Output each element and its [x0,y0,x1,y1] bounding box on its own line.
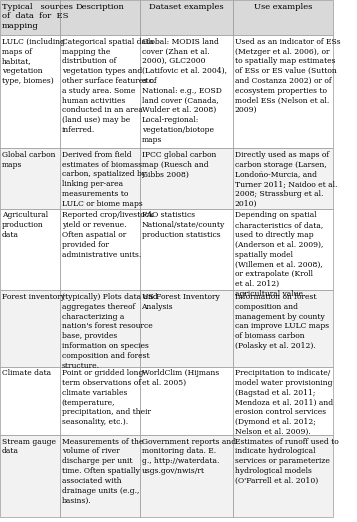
Text: Government reports and
monitoring data. E.
g., http://waterdata.
usgs.gov/nwis/r: Government reports and monitoring data. … [141,437,236,475]
Text: US Forest Inventory
Analysis: US Forest Inventory Analysis [141,293,219,311]
Text: Precipitation to indicate/
model water provisioning
(Bagstad et al. 2011;
Mendoz: Precipitation to indicate/ model water p… [235,369,333,436]
Bar [0,35,60,148]
Text: Measurements of the
volume of river
discharge per unit
time. Often spatially
ass: Measurements of the volume of river disc… [62,437,143,504]
Bar [0,366,60,435]
Bar [140,148,233,209]
Text: Forest inventory: Forest inventory [2,293,65,301]
Bar [0,209,60,290]
Bar [60,148,140,209]
Text: Derived from field
estimates of biomass
carbon, spatialized by
linking per-area
: Derived from field estimates of biomass … [62,151,146,208]
Bar [233,35,333,148]
Bar [140,435,233,517]
Bar [233,148,333,209]
Text: Global: MODIS land
cover (Zhan et al.
2000), GLC2000
(Latifovic et al. 2004),
et: Global: MODIS land cover (Zhan et al. 20… [141,38,227,144]
Bar [60,0,140,35]
Bar [0,148,60,209]
Text: Description: Description [75,3,124,10]
Bar [140,35,233,148]
Text: FAO statistics
National/state/county
production statistics: FAO statistics National/state/county pro… [141,211,225,239]
Bar [60,366,140,435]
Bar [60,435,140,517]
Text: Information on forest
composition and
management by county
can improve LULC maps: Information on forest composition and ma… [235,293,329,350]
Text: Dataset examples: Dataset examples [149,3,224,10]
Bar [140,366,233,435]
Bar [233,209,333,290]
Text: Typical   sources
of  data  for  ES
mapping: Typical sources of data for ES mapping [2,3,72,30]
Bar [233,435,333,517]
Text: Use examples: Use examples [254,3,312,10]
Bar [233,290,333,366]
Text: Point or gridded long-
term observations of
climate variables
(temperature,
prec: Point or gridded long- term observations… [62,369,151,426]
Text: (typically) Plots data and
aggregates thereof
characterizing a
nation's forest r: (typically) Plots data and aggregates th… [62,293,157,370]
Text: Depending on spatial
characteristics of data,
used to directly map
(Anderson et : Depending on spatial characteristics of … [235,211,323,298]
Bar [60,209,140,290]
Text: Agricultural
production
data: Agricultural production data [2,211,48,239]
Text: Reported crop/livestock
yield or revenue.
Often aspatial or
provided for
adminis: Reported crop/livestock yield or revenue… [62,211,153,258]
Bar [0,0,60,35]
Bar [140,0,233,35]
Text: IPCC global carbon
map (Ruesch and
Gibbs 2008): IPCC global carbon map (Ruesch and Gibbs… [141,151,216,179]
Text: LULC (including
maps of
habitat,
vegetation
type, biomes): LULC (including maps of habitat, vegetat… [2,38,65,85]
Bar [140,290,233,366]
Text: Climate data: Climate data [2,369,51,377]
Bar [233,366,333,435]
Bar [60,35,140,148]
Bar [60,290,140,366]
Bar [0,290,60,366]
Bar [140,209,233,290]
Text: Directly used as maps of
carbon storage (Larsen,
Londoño-Murcia, and
Turner 2011: Directly used as maps of carbon storage … [235,151,337,208]
Text: Global carbon
maps: Global carbon maps [2,151,55,169]
Text: Stream gauge
data: Stream gauge data [2,437,56,456]
Text: WorldClim (Hijmans
et al. 2005): WorldClim (Hijmans et al. 2005) [141,369,219,387]
Bar [233,0,333,35]
Text: Categorical spatial data
mapping the
distribution of
vegetation types and
other : Categorical spatial data mapping the dis… [62,38,156,134]
Text: Used as an indicator of ESs
(Metzger et al. 2006), or
to spatially map estimates: Used as an indicator of ESs (Metzger et … [235,38,340,114]
Text: Estimates of runoff used to
indicate hydrological
services or parameterize
hydro: Estimates of runoff used to indicate hyd… [235,437,338,485]
Bar [0,435,60,517]
